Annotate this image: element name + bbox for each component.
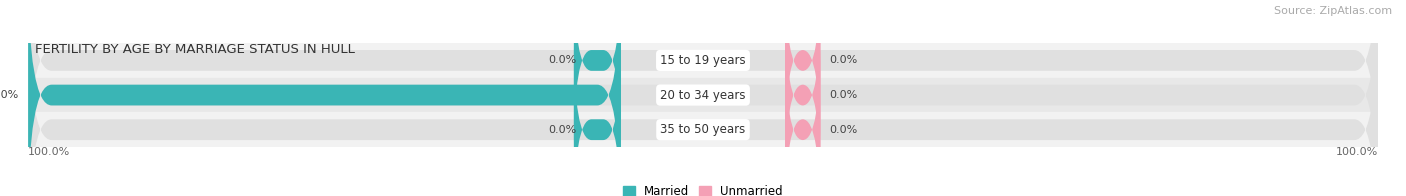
FancyBboxPatch shape xyxy=(574,36,621,196)
Text: 100.0%: 100.0% xyxy=(0,90,20,100)
Text: 0.0%: 0.0% xyxy=(830,125,858,135)
Text: Source: ZipAtlas.com: Source: ZipAtlas.com xyxy=(1274,6,1392,16)
FancyBboxPatch shape xyxy=(785,36,820,196)
FancyBboxPatch shape xyxy=(785,2,820,189)
FancyBboxPatch shape xyxy=(28,2,1378,196)
Text: 35 to 50 years: 35 to 50 years xyxy=(661,123,745,136)
Text: 0.0%: 0.0% xyxy=(830,90,858,100)
Text: 100.0%: 100.0% xyxy=(1336,147,1378,157)
Text: 100.0%: 100.0% xyxy=(28,147,70,157)
FancyBboxPatch shape xyxy=(28,0,1378,189)
Text: 0.0%: 0.0% xyxy=(548,125,576,135)
FancyBboxPatch shape xyxy=(785,0,820,154)
Bar xyxy=(28,43,1378,78)
Text: FERTILITY BY AGE BY MARRIAGE STATUS IN HULL: FERTILITY BY AGE BY MARRIAGE STATUS IN H… xyxy=(35,43,354,56)
Text: 15 to 19 years: 15 to 19 years xyxy=(661,54,745,67)
Text: 20 to 34 years: 20 to 34 years xyxy=(661,89,745,102)
FancyBboxPatch shape xyxy=(574,0,621,154)
Text: 0.0%: 0.0% xyxy=(548,55,576,65)
FancyBboxPatch shape xyxy=(28,0,1378,196)
Legend: Married, Unmarried: Married, Unmarried xyxy=(623,185,783,196)
FancyBboxPatch shape xyxy=(28,0,621,196)
Text: 0.0%: 0.0% xyxy=(830,55,858,65)
Bar xyxy=(28,78,1378,112)
Bar xyxy=(28,112,1378,147)
